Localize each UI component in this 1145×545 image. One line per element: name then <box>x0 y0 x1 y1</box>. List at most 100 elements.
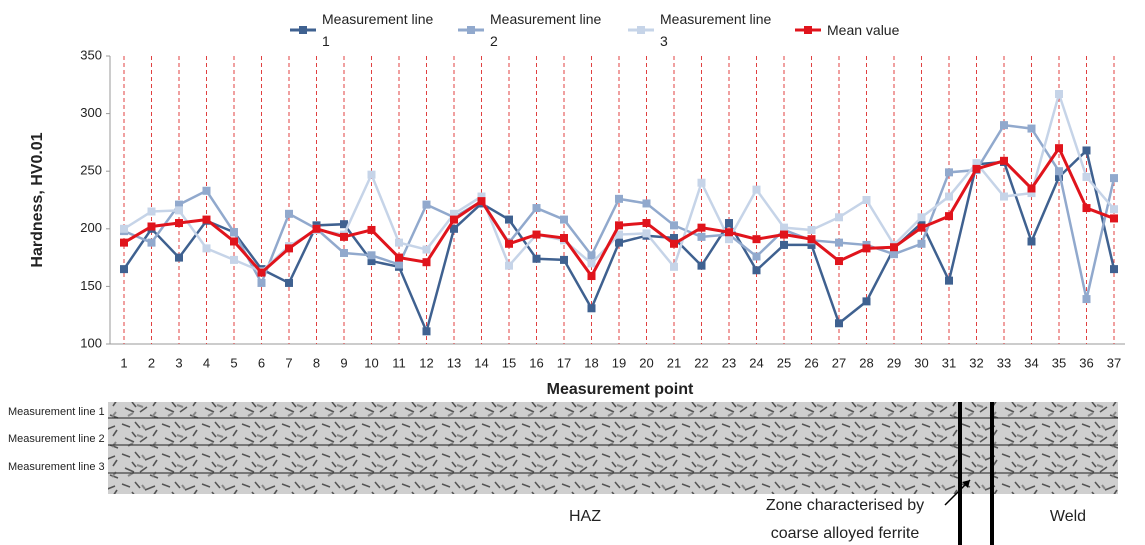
point <box>890 250 898 259</box>
x-tick-label: 35 <box>1052 355 1066 370</box>
point <box>505 239 513 248</box>
point <box>1027 237 1036 246</box>
point <box>752 266 761 275</box>
point <box>285 278 293 287</box>
x-tick-label: 11 <box>392 355 406 370</box>
point <box>807 235 816 244</box>
point <box>697 232 706 241</box>
point <box>670 234 678 243</box>
legend-marker <box>637 26 645 34</box>
x-tick-label: 15 <box>502 355 516 370</box>
point <box>945 168 953 177</box>
point <box>1000 121 1008 130</box>
point <box>890 243 898 252</box>
point <box>175 219 183 228</box>
legend-label: Measurement line 1 <box>322 11 434 49</box>
x-tick-label: 23 <box>722 355 736 370</box>
point <box>1110 214 1118 223</box>
micrograph <box>108 402 1118 545</box>
point <box>257 278 266 287</box>
x-tick-label: 7 <box>285 355 292 370</box>
point <box>1110 174 1118 183</box>
point <box>1027 189 1036 198</box>
point <box>945 192 953 201</box>
legend-marker <box>299 26 307 34</box>
x-tick-label: 34 <box>1024 355 1038 370</box>
x-tick-label: 16 <box>529 355 543 370</box>
point <box>147 222 156 231</box>
point <box>505 215 513 224</box>
point <box>697 223 706 232</box>
point <box>917 213 926 222</box>
point <box>807 225 816 234</box>
point <box>1055 90 1063 99</box>
x-tick-label: 37 <box>1107 355 1121 370</box>
point <box>422 327 431 336</box>
y-tick-label: 300 <box>80 105 102 120</box>
point <box>257 268 266 277</box>
point <box>312 224 321 233</box>
legend-marker <box>467 26 475 34</box>
x-tick-label: 24 <box>749 355 763 370</box>
point <box>697 178 706 187</box>
point <box>615 238 623 247</box>
point <box>615 194 623 203</box>
y-tick-label: 200 <box>80 220 102 235</box>
x-tick-label: 20 <box>639 355 653 370</box>
point <box>202 186 211 195</box>
point <box>367 257 376 266</box>
point <box>587 251 596 260</box>
point <box>175 253 183 262</box>
point <box>450 215 458 224</box>
point <box>367 251 376 260</box>
point <box>615 230 623 239</box>
point <box>202 244 211 253</box>
point <box>230 228 238 237</box>
point <box>1000 192 1008 201</box>
line-label: Measurement line 3 <box>8 461 105 473</box>
point <box>862 196 871 204</box>
x-tick-label: 5 <box>230 355 237 370</box>
point <box>642 199 651 208</box>
point <box>1110 205 1118 214</box>
x-tick-label: 36 <box>1079 355 1093 370</box>
point <box>752 235 761 244</box>
point <box>120 265 128 274</box>
point <box>450 209 458 218</box>
point <box>642 229 651 238</box>
point <box>587 272 596 281</box>
point <box>725 235 733 244</box>
point <box>780 223 788 232</box>
point <box>560 255 568 264</box>
point <box>1110 265 1118 274</box>
point <box>230 255 238 264</box>
point <box>835 213 843 222</box>
line-label: Measurement line 1 <box>8 406 105 418</box>
point <box>587 259 596 268</box>
point <box>532 254 541 263</box>
point <box>367 225 376 234</box>
point <box>285 244 293 253</box>
point <box>532 204 541 213</box>
point <box>917 239 926 248</box>
point <box>752 252 761 261</box>
x-tick-label: 14 <box>474 355 488 370</box>
point <box>285 209 293 218</box>
point <box>670 262 678 271</box>
x-tick-label: 27 <box>832 355 846 370</box>
point <box>175 206 183 215</box>
point <box>972 164 981 173</box>
point <box>505 261 513 270</box>
point <box>422 258 431 267</box>
point <box>807 240 816 249</box>
point <box>725 228 733 237</box>
x-tick-label: 3 <box>175 355 182 370</box>
x-tick-label: 6 <box>258 355 265 370</box>
point <box>532 230 541 239</box>
point <box>120 238 128 247</box>
x-tick-label: 31 <box>942 355 956 370</box>
point <box>1082 295 1091 304</box>
point <box>450 224 458 233</box>
